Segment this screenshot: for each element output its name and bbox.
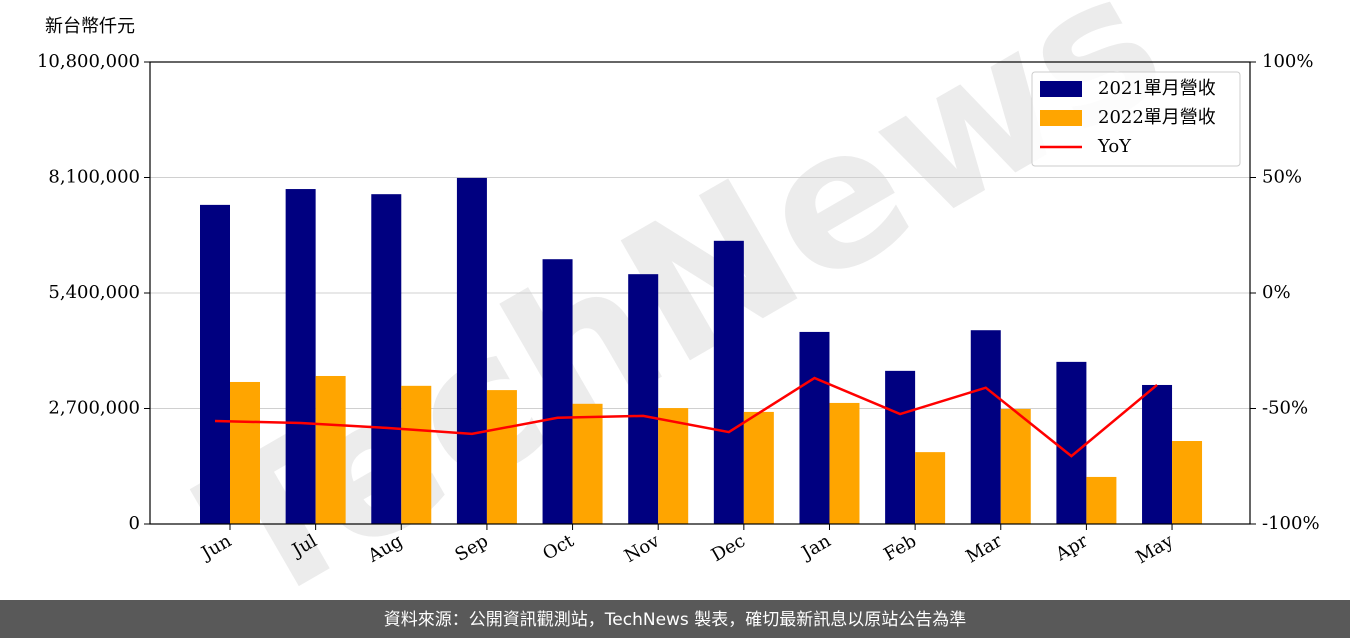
y-axis-label: 新台幣仟元	[45, 16, 135, 37]
bar	[1142, 384, 1173, 524]
y2-tick-label: 100%	[1262, 51, 1313, 72]
x-tick-label: Dec	[708, 530, 749, 566]
y2-tick-label: -50%	[1262, 398, 1308, 419]
x-tick-label: Nov	[621, 530, 664, 567]
x-tick-label: Mar	[963, 530, 1007, 567]
bar	[970, 330, 1001, 524]
y-tick-label: 0	[129, 513, 140, 534]
bar	[456, 177, 487, 524]
legend-box	[1031, 71, 1241, 167]
bar	[1086, 476, 1117, 524]
bar	[1000, 408, 1031, 524]
footer-bar	[0, 600, 1350, 638]
bar	[743, 411, 774, 524]
bar	[285, 189, 316, 525]
bar	[200, 204, 230, 524]
legend-label: YoY	[1097, 136, 1132, 157]
legend-label: 2022單月營收	[1098, 107, 1216, 128]
y-tick-label: 5,400,000	[48, 282, 140, 303]
bar	[915, 452, 946, 524]
y-tick-label: 10,800,000	[37, 51, 140, 72]
x-tick-label: Feb	[880, 530, 920, 565]
bar	[371, 194, 402, 524]
y-tick-label: 8,100,000	[48, 167, 140, 188]
x-tick-label: Oct	[539, 530, 578, 565]
bar	[658, 408, 689, 524]
y-tick-label: 2,700,000	[48, 398, 140, 419]
y2-tick-label: 50%	[1262, 167, 1302, 188]
bar	[885, 370, 916, 524]
legend-label: 2021單月營收	[1098, 78, 1216, 99]
bar	[628, 274, 659, 524]
x-tick-label: Jan	[797, 530, 835, 564]
bar	[230, 381, 260, 524]
bar	[572, 403, 603, 524]
bar	[799, 331, 830, 524]
bar	[401, 385, 432, 524]
bar	[1172, 441, 1203, 524]
y2-tick-label: -100%	[1262, 513, 1320, 534]
bar	[315, 375, 346, 524]
x-tick-label: Apr	[1051, 530, 1091, 565]
bar	[713, 240, 744, 525]
x-tick-label: May	[1132, 530, 1177, 568]
bar	[486, 390, 517, 524]
legend-swatch	[1040, 81, 1082, 97]
y2-tick-label: 0%	[1262, 282, 1291, 303]
bar	[542, 259, 573, 524]
bar	[829, 402, 860, 524]
legend-swatch	[1040, 110, 1082, 126]
bar	[1056, 361, 1087, 524]
plot-frame	[149, 61, 1251, 525]
yoy-line	[214, 376, 1158, 458]
source-note: 資料來源：公開資訊觀測站，TechNews 製表，確切最新訊息以原站公告為準	[384, 610, 966, 630]
